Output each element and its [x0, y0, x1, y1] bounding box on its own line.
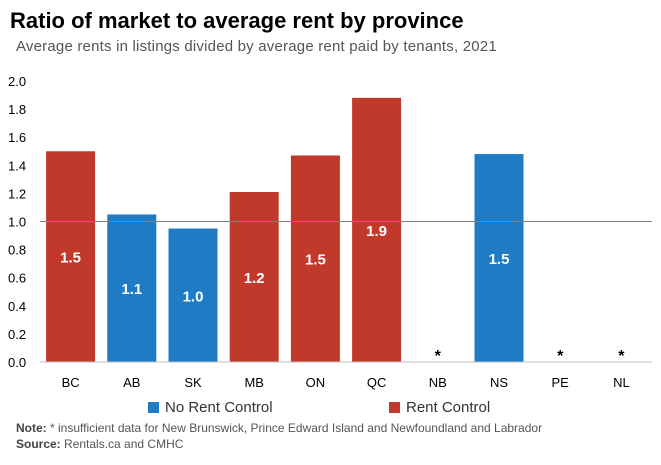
x-tick-label: SK: [184, 375, 202, 390]
bar-chart: 0.0 0.2 0.4 0.6 0.8 1.0 1.2 1.4 1.6 1.8 2.0 1.5 BC 1.…: [8, 74, 652, 390]
y-tick-label: 0.0: [8, 355, 26, 370]
y-tick-label: 1.6: [8, 130, 26, 145]
x-tick-label: PE: [552, 375, 570, 390]
legend-swatch-rent-control: [389, 402, 400, 413]
y-tick-label: 2.0: [8, 74, 26, 89]
legend-item-no-rent-control: No Rent Control: [148, 399, 273, 416]
bar-qc: [352, 97, 402, 363]
y-tick-label: 1.0: [8, 215, 26, 230]
y-tick-label: 1.4: [8, 158, 26, 173]
data-label-nl: *: [618, 348, 625, 365]
note-label: Note:: [16, 421, 47, 435]
y-tick-label: 0.2: [8, 327, 26, 342]
data-label-bc: 1.5: [60, 250, 81, 267]
data-label-ns: 1.5: [489, 251, 510, 268]
x-tick-label: QC: [367, 375, 387, 390]
x-tick-label: NS: [490, 375, 508, 390]
data-label-pe: *: [557, 348, 564, 365]
bar-ab: [107, 214, 157, 362]
data-label-on: 1.5: [305, 252, 326, 269]
bar-ns: [474, 154, 524, 362]
bar-on: [290, 155, 340, 362]
y-tick-label: 0.6: [8, 271, 26, 286]
note-text: * insufficient data for New Brunswick, P…: [46, 421, 543, 435]
legend-swatch-no-rent-control: [148, 402, 159, 413]
data-label-mb: 1.2: [244, 270, 265, 287]
footnote: Note: * insufficient data for New Brunsw…: [16, 421, 542, 435]
bar-bc: [46, 151, 96, 362]
chart-title: Ratio of market to average rent by provi…: [10, 8, 464, 33]
x-tick-label: AB: [123, 375, 140, 390]
y-tick-label: 0.8: [8, 243, 26, 258]
bar-mb: [229, 191, 279, 362]
legend-label-rent-control: Rent Control: [406, 399, 491, 416]
data-label-nb: *: [435, 348, 442, 365]
x-tick-label: NB: [429, 375, 447, 390]
bar-sk: [168, 228, 218, 362]
legend: No Rent Control Rent Control: [0, 399, 661, 419]
source-line: Source: Rentals.ca and CMHC: [16, 437, 183, 451]
source-text: Rentals.ca and CMHC: [60, 437, 184, 451]
legend-label-no-rent-control: No Rent Control: [165, 399, 273, 416]
y-tick-label: 1.2: [8, 186, 26, 201]
x-tick-label: NL: [613, 375, 630, 390]
data-label-ab: 1.1: [121, 281, 142, 298]
chart-subtitle: Average rents in listings divided by ave…: [16, 38, 497, 55]
x-tick-label: MB: [244, 375, 264, 390]
x-tick-label: ON: [306, 375, 326, 390]
legend-item-rent-control: Rent Control: [389, 399, 490, 416]
x-tick-label: BC: [62, 375, 80, 390]
data-label-qc: 1.9: [366, 223, 387, 240]
data-label-sk: 1.0: [183, 288, 204, 305]
y-tick-label: 0.4: [8, 299, 26, 314]
y-tick-label: 1.8: [8, 102, 26, 117]
source-label: Source:: [16, 437, 61, 451]
